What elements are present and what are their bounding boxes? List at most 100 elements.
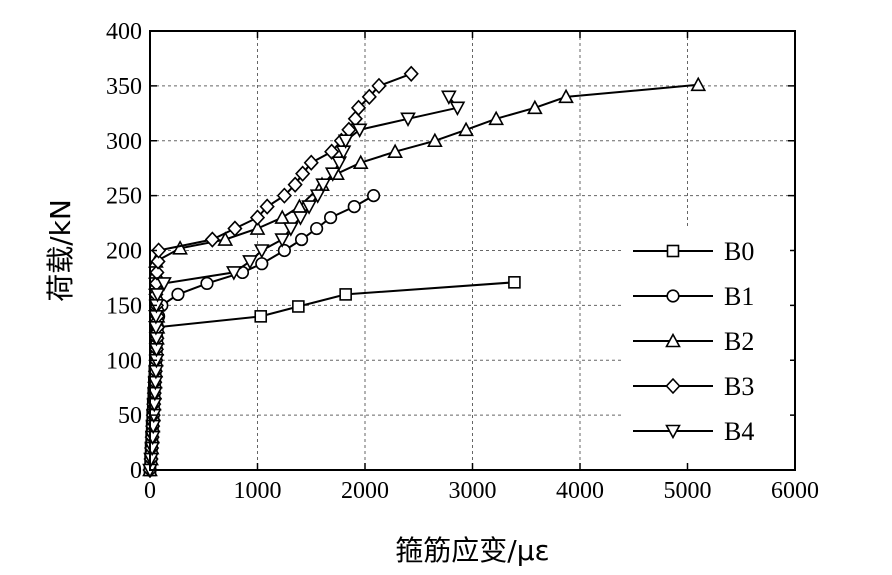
data-point-B3 xyxy=(350,99,367,117)
data-point-B1 xyxy=(255,257,269,271)
data-point-B3 xyxy=(371,77,387,95)
data-point-B2 xyxy=(352,154,369,169)
x-tick-label: 4000 xyxy=(556,478,604,504)
x-tick-label: 0 xyxy=(144,478,156,504)
data-point-B1 xyxy=(324,210,338,225)
y-tick-label: 150 xyxy=(106,293,142,319)
data-point-B2 xyxy=(690,76,707,92)
x-tick-label: 6000 xyxy=(771,478,819,504)
data-point-B0 xyxy=(254,310,268,323)
data-point-B2 xyxy=(427,132,443,148)
data-point-B1 xyxy=(277,243,291,258)
legend-background xyxy=(622,228,790,460)
series-line-B3 xyxy=(149,72,412,471)
legend-marker xyxy=(665,377,681,395)
data-point-B3 xyxy=(149,264,165,281)
data-point-B4 xyxy=(309,189,326,204)
data-point-B2 xyxy=(387,143,403,159)
data-point-B2 xyxy=(558,88,574,104)
data-point-B4 xyxy=(331,156,348,171)
data-point-B4 xyxy=(351,123,368,138)
legend-marker xyxy=(666,289,680,303)
y-tick-label: 250 xyxy=(106,184,142,210)
legend-label: B4 xyxy=(724,417,754,446)
data-point-B2 xyxy=(172,240,188,255)
data-point-B3 xyxy=(150,253,166,270)
series-line-B4 xyxy=(149,96,460,471)
data-point-B3 xyxy=(361,88,377,106)
legend-item-B3: B3 xyxy=(633,372,754,401)
y-tick-label: 300 xyxy=(106,129,142,155)
data-point-B4 xyxy=(242,255,258,270)
data-point-B4 xyxy=(274,233,291,248)
series-line-B0 xyxy=(149,281,515,471)
legend-label: B3 xyxy=(724,372,754,401)
legend: B0 B1 B2 B3 B4 xyxy=(622,228,790,460)
legend-marker xyxy=(665,424,681,440)
data-point-B0 xyxy=(292,300,305,313)
data-point-B3 xyxy=(287,176,303,193)
data-point-B3 xyxy=(151,242,167,259)
data-point-B3 xyxy=(227,220,243,237)
data-point-B3 xyxy=(403,65,419,82)
y-tick-label: 0 xyxy=(130,458,142,484)
data-point-B4 xyxy=(301,200,317,215)
data-point-B3 xyxy=(259,198,275,215)
legend-label: B0 xyxy=(724,237,754,266)
legend-marker xyxy=(665,332,681,348)
data-point-B4 xyxy=(149,288,166,303)
data-point-B4 xyxy=(282,222,299,237)
data-point-B4 xyxy=(337,134,354,149)
data-point-B2 xyxy=(488,110,504,126)
y-tick-label: 50 xyxy=(118,403,142,429)
axis-ticks: 0 1000 2000 3000 4000 5000 6000 0 50 100 150 200 250… xyxy=(106,19,819,504)
series-B0 xyxy=(143,276,521,477)
data-point-B2 xyxy=(527,99,543,115)
data-point-B3 xyxy=(324,143,340,160)
data-point-B1 xyxy=(367,189,381,203)
data-point-B3 xyxy=(204,231,220,248)
series-B3 xyxy=(142,65,419,479)
data-point-B3 xyxy=(249,209,266,226)
data-point-B4 xyxy=(400,112,416,127)
data-point-B4 xyxy=(324,167,341,182)
y-tick-label: 350 xyxy=(106,74,142,100)
data-point-B4 xyxy=(156,277,172,292)
data-point-B4 xyxy=(253,244,270,259)
data-point-B4 xyxy=(226,266,242,281)
data-point-B2 xyxy=(274,209,291,224)
data-point-B1 xyxy=(171,287,185,302)
legend-label: B1 xyxy=(724,282,754,311)
legend-item-B1: B1 xyxy=(633,282,754,311)
y-tick-label: 400 xyxy=(106,19,142,45)
data-point-B3 xyxy=(303,154,319,171)
legend-label: B2 xyxy=(724,327,754,356)
data-point-B3 xyxy=(276,187,292,204)
data-point-B4 xyxy=(315,178,331,193)
legend-marker xyxy=(666,244,680,258)
y-axis-label: 荷载/kN xyxy=(44,199,77,302)
series-B4 xyxy=(142,90,466,479)
y-tick-label: 100 xyxy=(106,348,142,374)
legend-item-B4: B4 xyxy=(633,417,754,446)
data-point-B1 xyxy=(347,200,361,214)
data-point-B1 xyxy=(294,232,309,247)
x-tick-label: 3000 xyxy=(449,478,497,504)
x-axis-label: 箍筋应变/με xyxy=(395,534,549,567)
data-point-B1 xyxy=(310,221,324,236)
data-point-B3 xyxy=(295,165,311,182)
x-tick-label: 1000 xyxy=(234,478,282,504)
grid-lines xyxy=(150,31,795,470)
y-tick-label: 200 xyxy=(106,239,142,265)
data-point-B4 xyxy=(335,145,352,160)
data-point-B2 xyxy=(249,220,266,235)
series-line-B1 xyxy=(149,194,375,471)
x-tick-label: 2000 xyxy=(341,478,389,504)
data-point-B4 xyxy=(449,101,466,117)
data-point-B0 xyxy=(508,276,521,289)
data-point-B4 xyxy=(441,90,457,106)
data-point-B1 xyxy=(200,276,214,291)
legend-item-B2: B2 xyxy=(633,327,754,356)
data-point-B2 xyxy=(458,121,474,137)
